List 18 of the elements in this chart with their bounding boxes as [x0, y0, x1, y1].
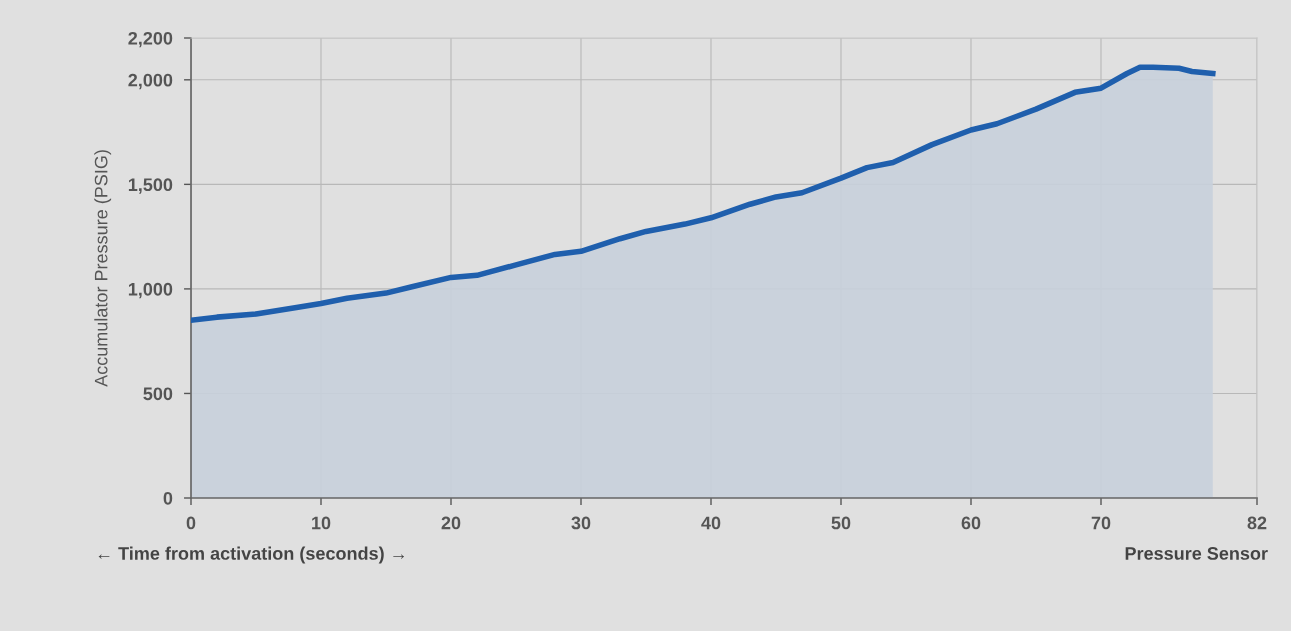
- y-tick-label: 500: [143, 387, 173, 401]
- y-tick-label: 1,500: [128, 178, 173, 194]
- x-tick-label: 82: [1247, 516, 1267, 530]
- y-tick-label: 2,200: [128, 31, 173, 48]
- x-tick-label: 0: [186, 516, 196, 530]
- y-tick-label: 1,000: [128, 282, 173, 299]
- x-tick-label: 40: [701, 516, 721, 530]
- x-tick-label: 60: [961, 516, 981, 530]
- y-axis-title: Accumulator Pressure (PSIG): [94, 150, 112, 387]
- x-tick-label: 70: [1091, 516, 1111, 530]
- x-tick-label: 50: [831, 516, 851, 530]
- y-tick-label: 0: [163, 491, 173, 505]
- x-tick-label: 30: [571, 516, 591, 530]
- text: Pressure Sensor: [1125, 547, 1268, 560]
- x-tick-label: 10: [312, 516, 331, 530]
- x-tick-label: 20: [441, 516, 461, 530]
- y-tick-label: 2,000: [128, 73, 173, 90]
- text: ← Time from activation (seconds) →: [98, 546, 405, 564]
